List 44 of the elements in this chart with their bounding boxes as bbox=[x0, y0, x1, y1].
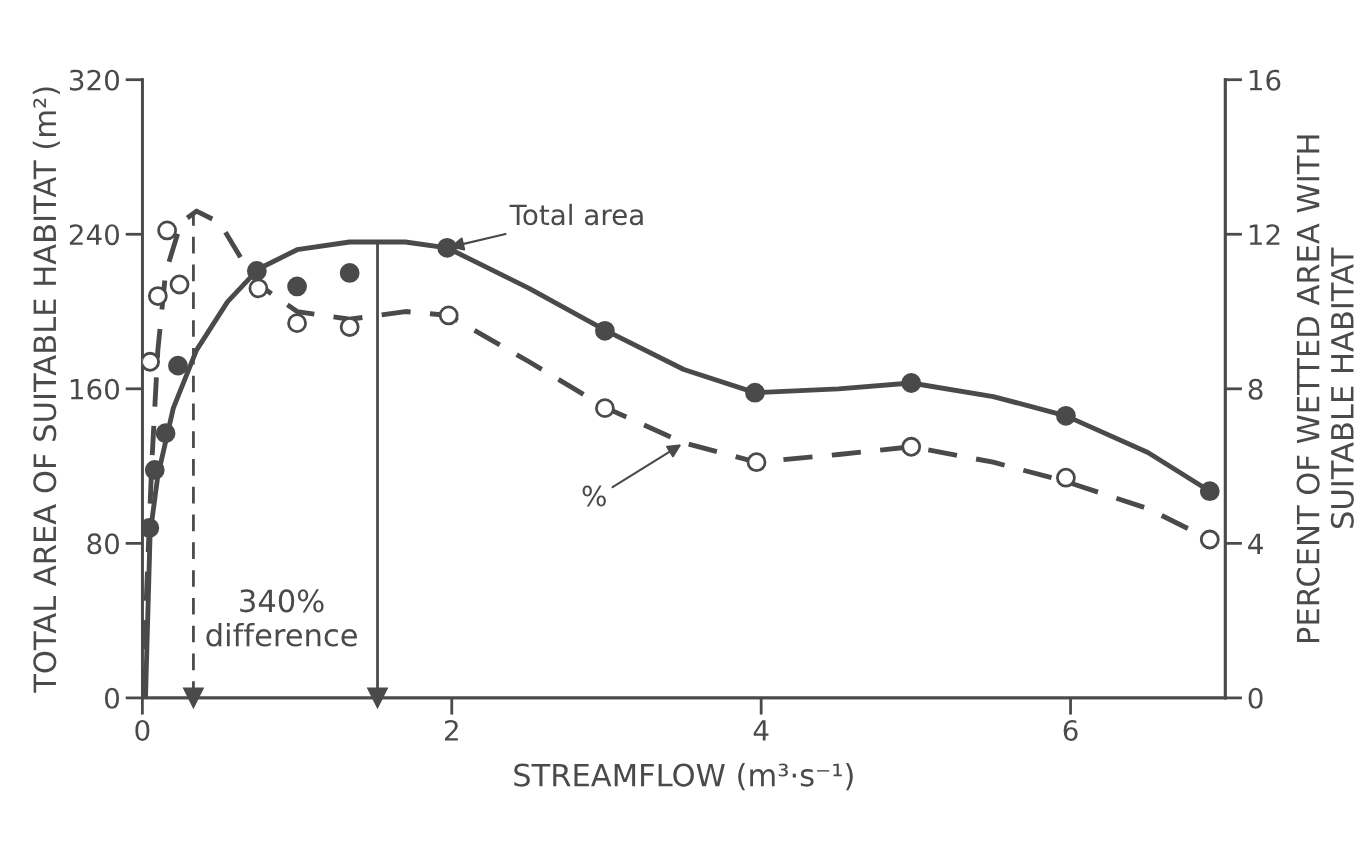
point bbox=[248, 278, 269, 299]
x-tick-label: 2 bbox=[444, 719, 458, 741]
point bbox=[746, 452, 767, 473]
annotation: 340% difference bbox=[206, 589, 357, 647]
point bbox=[901, 373, 922, 393]
point bbox=[169, 274, 190, 295]
point bbox=[1056, 405, 1076, 426]
y-axis-title: TOTAL AREA OF SUITABLE HABITAT (m²) bbox=[32, 87, 60, 693]
point bbox=[901, 436, 922, 457]
point bbox=[157, 220, 178, 241]
x-axis-title: STREAMFLOW (m³·s⁻¹) bbox=[514, 763, 853, 791]
y2-tick-label: 16 bbox=[1249, 69, 1281, 91]
point bbox=[142, 351, 161, 372]
point bbox=[339, 263, 360, 283]
y2-axis-title: PERCENT OF WETTED AREA WITH SUITABLE HABITAT bbox=[1296, 135, 1354, 643]
text: % bbox=[582, 485, 606, 507]
point bbox=[745, 382, 765, 403]
x-tick-label: 0 bbox=[135, 719, 150, 741]
point bbox=[287, 313, 307, 334]
point bbox=[168, 355, 188, 376]
point bbox=[339, 317, 360, 337]
point bbox=[1056, 467, 1076, 488]
point bbox=[287, 276, 307, 297]
point bbox=[1199, 481, 1220, 502]
point bbox=[147, 286, 168, 306]
point bbox=[595, 320, 615, 341]
y-tick-label: 0 bbox=[105, 687, 119, 709]
y2-tick-label: 12 bbox=[1249, 224, 1280, 245]
y2-tick-label: 0 bbox=[1248, 687, 1263, 709]
y2-tick-label: 8 bbox=[1248, 378, 1263, 400]
y2-tick-label: 4 bbox=[1248, 533, 1263, 554]
point bbox=[595, 398, 615, 419]
point bbox=[1199, 529, 1220, 550]
x-tick-label: 4 bbox=[753, 720, 769, 741]
y-tick-label: 320 bbox=[69, 69, 119, 91]
y-tick-label: 80 bbox=[87, 533, 119, 555]
point bbox=[155, 423, 176, 444]
point bbox=[437, 237, 458, 258]
point bbox=[438, 305, 459, 326]
y-tick-label: 160 bbox=[70, 378, 119, 400]
y-tick-label: 240 bbox=[69, 224, 119, 246]
series-label: Total area bbox=[509, 203, 643, 226]
x-tick-label: 6 bbox=[1063, 719, 1078, 741]
point bbox=[144, 460, 165, 480]
